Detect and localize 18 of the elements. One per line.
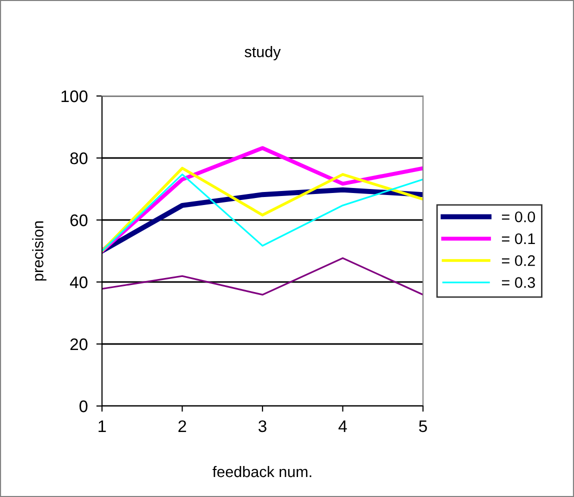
x-tick-label: 2 [178, 420, 186, 432]
legend-label: = 0.2 [502, 255, 535, 266]
y-tick-label: 0 [79, 400, 88, 412]
y-tick-label: 60 [70, 214, 88, 226]
y-axis-title: precision [32, 221, 46, 281]
x-axis-title: feedback num. [212, 466, 312, 478]
y-tick-label: 20 [70, 338, 88, 350]
x-tick-label: 3 [258, 420, 266, 432]
legend-label: = 0.0 [502, 211, 536, 222]
y-tick-label: 40 [70, 276, 88, 288]
x-tick-label: 4 [338, 420, 347, 432]
legend-label: = 0.3 [502, 277, 535, 288]
legend-label: = 0.1 [502, 233, 535, 244]
y-tick-label: 80 [70, 152, 88, 164]
chart-title: study [244, 46, 281, 60]
x-tick-label: 5 [419, 420, 427, 432]
y-tick-label: 100 [62, 90, 88, 102]
x-tick-label: 1 [98, 420, 106, 432]
